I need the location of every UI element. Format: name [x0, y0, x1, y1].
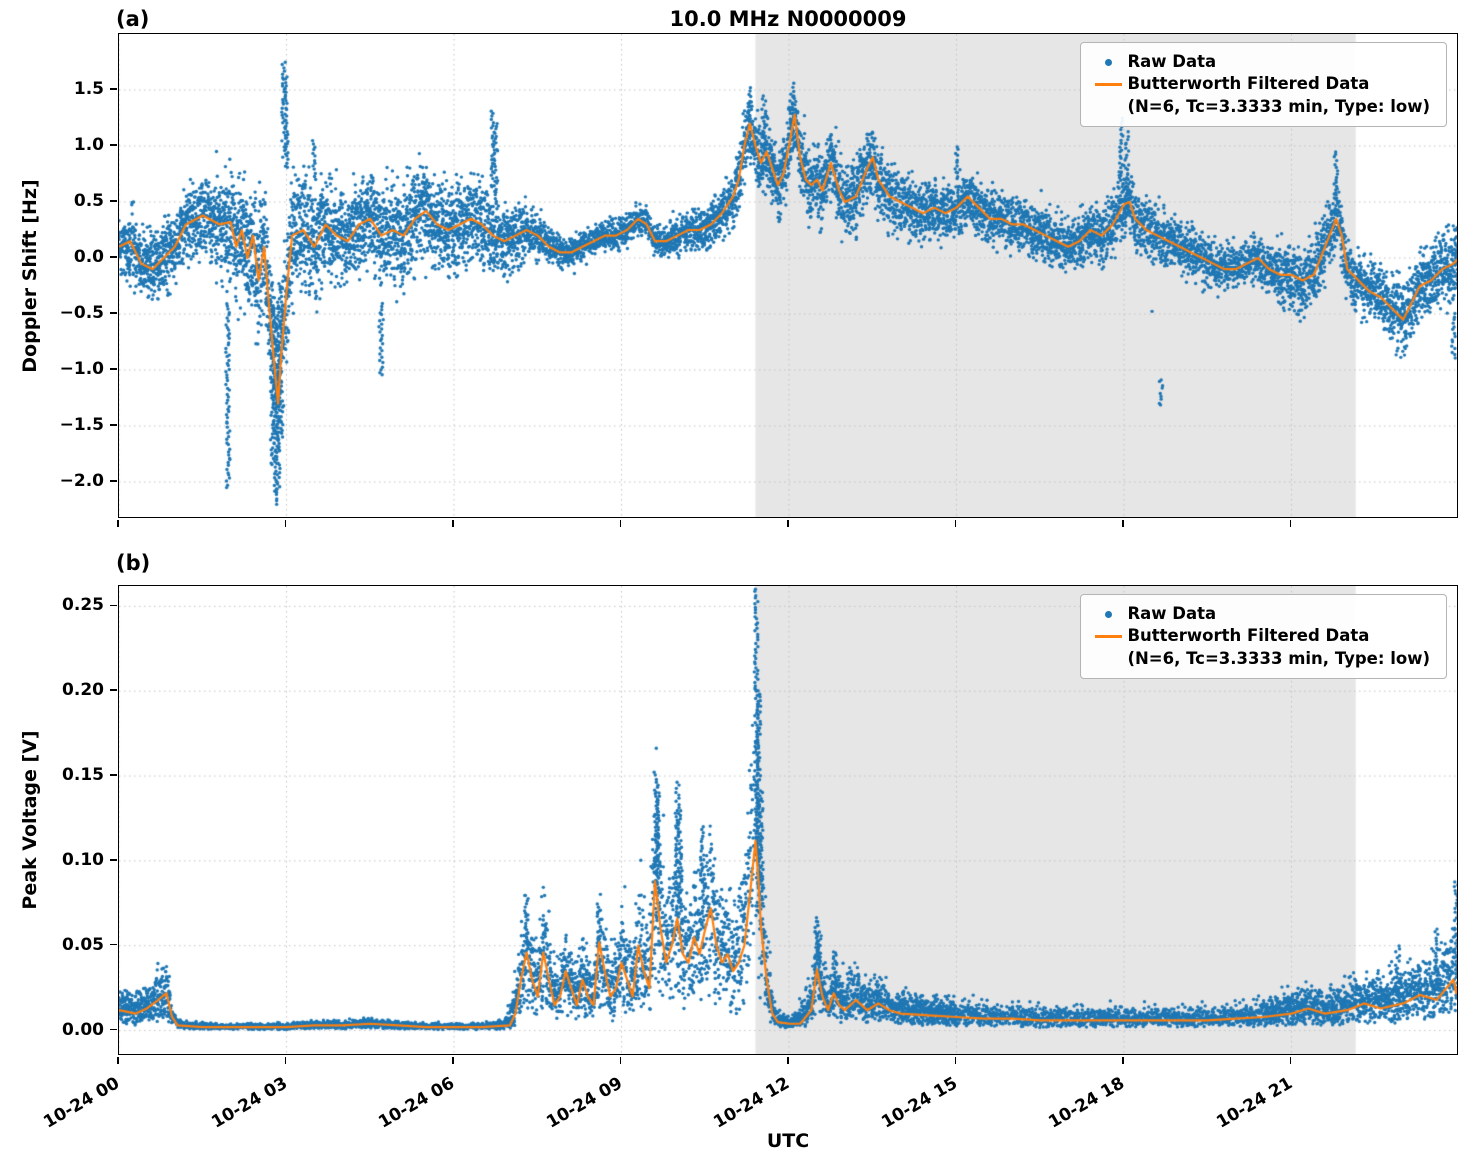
y-tick-label: 0.05 — [62, 934, 104, 955]
raw-data-marker-icon — [1089, 603, 1127, 625]
legend-item-raw-data: Raw Data — [1089, 51, 1430, 73]
y-tick-label: 0.5 — [73, 191, 104, 211]
y-tick-mark — [110, 312, 117, 314]
y-tick-mark — [110, 859, 117, 861]
y-tick-label: 1.0 — [73, 135, 104, 155]
x-tick-mark — [954, 1056, 957, 1064]
legend-a: Raw Data Butterworth Filtered Data (N=6,… — [1080, 42, 1447, 127]
y-tick-mark — [110, 689, 117, 691]
x-tick-label: 10-24 15 — [877, 1073, 961, 1133]
y-tick-mark — [110, 480, 117, 482]
x-tick-mark — [452, 1056, 454, 1064]
raw-data-marker-icon — [1089, 51, 1127, 73]
legend-raw-label: Raw Data — [1127, 52, 1217, 71]
y-tick-label: 0.20 — [62, 680, 104, 701]
x-tick-mark — [1122, 519, 1124, 527]
x-tick-label: 10-24 03 — [207, 1073, 291, 1133]
x-tick-mark — [1289, 1056, 1292, 1064]
x-tick-mark — [117, 1056, 119, 1064]
legend-item-raw-data: Raw Data — [1089, 603, 1430, 625]
y-tick-mark — [110, 144, 117, 146]
x-tick-mark — [1122, 1056, 1124, 1064]
x-tick-label: 10-24 09 — [542, 1073, 626, 1133]
legend-filtered-label: Butterworth Filtered Data (N=6, Tc=3.333… — [1127, 625, 1430, 670]
y-tick-mark — [110, 368, 117, 370]
y-tick-label: −1.5 — [59, 415, 104, 436]
legend-filtered-label: Butterworth Filtered Data (N=6, Tc=3.333… — [1127, 73, 1430, 118]
x-tick-mark — [787, 519, 789, 527]
y-tick-mark — [110, 424, 117, 426]
x-tick-label: 10-24 06 — [375, 1073, 458, 1133]
x-tick-mark — [787, 1056, 789, 1064]
x-tick-mark — [452, 519, 454, 527]
x-tick-mark — [954, 519, 957, 527]
chart-title: 10.0 MHz N0000009 — [669, 7, 907, 31]
legend-filtered-label-line2: (N=6, Tc=3.3333 min, Type: low) — [1127, 96, 1430, 116]
y-tick-label: 0.0 — [73, 247, 104, 268]
legend-raw-label: Raw Data — [1127, 604, 1217, 623]
doppler-shift-plot: Raw Data Butterworth Filtered Data (N=6,… — [118, 33, 1458, 518]
y-tick-mark — [110, 88, 117, 90]
peak-voltage-plot: Raw Data Butterworth Filtered Data (N=6,… — [118, 585, 1458, 1055]
y-tick-mark — [110, 774, 117, 776]
x-tick-mark — [284, 519, 287, 527]
legend-item-filtered-data: Butterworth Filtered Data (N=6, Tc=3.333… — [1089, 73, 1430, 118]
x-tick-label: 10-24 21 — [1212, 1073, 1296, 1133]
x-tick-mark — [1289, 519, 1292, 527]
legend-item-filtered-data: Butterworth Filtered Data (N=6, Tc=3.333… — [1089, 625, 1430, 670]
y-tick-label: 0.00 — [62, 1019, 104, 1040]
y-tick-label: 0.10 — [62, 849, 104, 870]
y-tick-label: −2.0 — [59, 471, 104, 492]
x-tick-mark — [284, 1056, 287, 1064]
y-tick-label: 0.15 — [62, 765, 104, 786]
x-tick-label: 10-24 00 — [40, 1073, 123, 1133]
panel-a-tag: (a) — [116, 7, 150, 31]
y-tick-label: −1.0 — [59, 359, 104, 380]
voltage-y-axis-label: Peak Voltage [V] — [19, 730, 41, 910]
panel-b-tag: (b) — [116, 551, 151, 575]
filtered-data-marker-icon — [1089, 625, 1127, 647]
x-tick-mark — [619, 519, 622, 527]
x-tick-label: 10-24 18 — [1045, 1073, 1128, 1133]
y-tick-label: 0.25 — [62, 595, 104, 616]
y-tick-mark — [110, 604, 117, 607]
y-tick-mark — [110, 1028, 117, 1031]
legend-filtered-label-line1: Butterworth Filtered Data — [1127, 74, 1370, 94]
x-axis-label: UTC — [766, 1130, 810, 1152]
legend-b: Raw Data Butterworth Filtered Data (N=6,… — [1080, 594, 1447, 679]
x-tick-mark — [619, 1056, 622, 1064]
legend-filtered-label-line1: Butterworth Filtered Data — [1127, 626, 1370, 646]
y-tick-mark — [110, 256, 117, 258]
filtered-data-marker-icon — [1089, 73, 1127, 95]
y-tick-label: −0.5 — [59, 303, 104, 324]
x-tick-mark — [117, 519, 119, 527]
legend-filtered-label-line2: (N=6, Tc=3.3333 min, Type: low) — [1127, 648, 1430, 668]
y-tick-label: 1.5 — [73, 79, 104, 99]
y-tick-mark — [110, 943, 117, 946]
y-tick-mark — [110, 200, 117, 202]
